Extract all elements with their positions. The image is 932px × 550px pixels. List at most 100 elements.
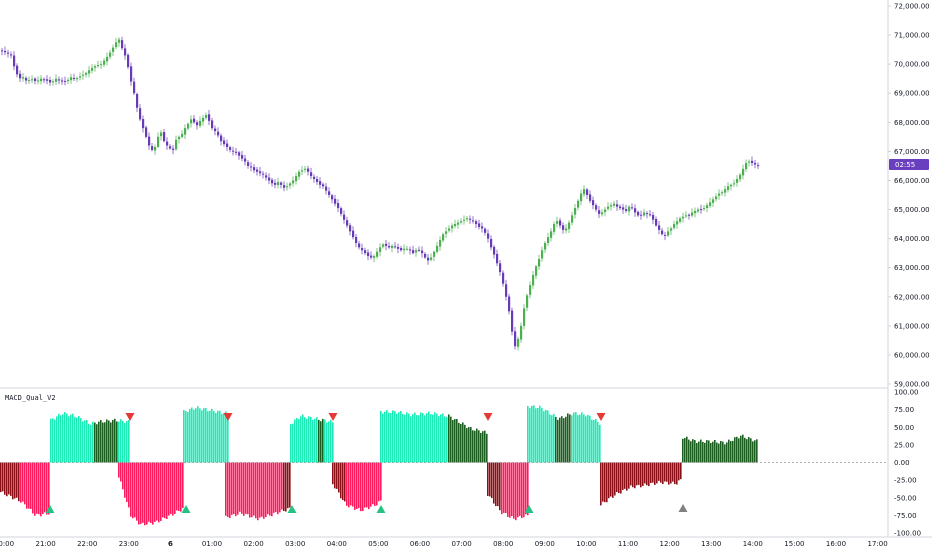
candle-body — [721, 192, 724, 194]
histogram-series — [0, 405, 758, 526]
candle-body — [649, 214, 652, 216]
candle-body — [538, 258, 541, 267]
histogram-bar — [521, 462, 523, 519]
histogram-bar — [519, 462, 521, 516]
candle-body — [445, 231, 448, 234]
candle-body — [685, 215, 688, 217]
candle-body — [574, 208, 577, 215]
price-tick-label: 63,000.00 — [894, 264, 930, 272]
candle-body — [166, 141, 169, 146]
histogram-bar — [624, 462, 626, 489]
histogram-bar — [602, 462, 604, 502]
candle-body — [16, 65, 19, 75]
histogram-bar — [370, 462, 372, 507]
candle-body — [670, 228, 673, 231]
histogram-bar — [249, 462, 251, 518]
histogram-bar — [18, 462, 20, 502]
histogram-bar — [406, 412, 408, 463]
candle-body — [121, 40, 124, 49]
signal-marker-up — [45, 505, 55, 513]
histogram-bar — [543, 411, 545, 463]
histogram-bar — [493, 462, 495, 504]
histogram-bar — [44, 462, 46, 513]
candle-body — [130, 66, 133, 82]
candle-body — [724, 189, 727, 193]
histogram-bar — [372, 462, 374, 505]
histogram-bar — [312, 419, 314, 463]
histogram-bar — [271, 462, 273, 517]
histogram-bar — [718, 443, 720, 463]
histogram-bar — [187, 412, 189, 463]
histogram-bar — [142, 462, 144, 523]
histogram-bar — [620, 462, 622, 494]
candle-body — [238, 152, 241, 156]
candle-body — [619, 206, 622, 209]
histogram-bar — [559, 417, 561, 463]
histogram-bar — [78, 415, 80, 463]
histogram-bar — [108, 420, 110, 463]
histogram-bar — [672, 462, 674, 482]
histogram-bar — [736, 436, 738, 463]
histogram-bar — [290, 424, 292, 463]
histogram-bar — [94, 422, 96, 463]
histogram-bar — [294, 419, 296, 463]
histogram-bar — [310, 416, 312, 463]
histogram-bar — [581, 412, 583, 463]
candle-body — [493, 246, 496, 255]
candle-body — [736, 179, 739, 183]
candle-body — [334, 198, 337, 204]
candle-body — [43, 79, 46, 81]
signal-marker-down — [483, 413, 493, 421]
candle-body — [118, 39, 121, 43]
histogram-bar — [60, 415, 62, 463]
histogram-bar — [235, 462, 237, 517]
candle-body — [676, 221, 679, 225]
histogram-bar — [585, 416, 587, 463]
time-tick-label: 04:00 — [327, 540, 347, 548]
candle-body — [13, 55, 16, 67]
histogram-bar — [332, 462, 334, 485]
histogram-bar — [458, 422, 460, 463]
candle-body — [115, 42, 118, 48]
candle-body — [568, 222, 571, 230]
histogram-bar — [630, 462, 632, 486]
histogram-bar — [10, 462, 12, 496]
histogram-bar — [30, 462, 32, 509]
macd-tick-label: 75.00 — [894, 406, 914, 414]
candle-body — [97, 65, 100, 67]
candle-body — [700, 209, 703, 211]
histogram-bar — [332, 422, 334, 463]
histogram-bar — [225, 411, 227, 463]
histogram-bar — [704, 442, 706, 463]
histogram-bar — [533, 405, 535, 463]
candle-body — [409, 249, 412, 251]
histogram-bar — [702, 441, 704, 463]
candle-body — [301, 170, 304, 172]
histogram-bar — [746, 439, 748, 463]
histogram-bar — [700, 439, 702, 463]
candle-body — [52, 81, 55, 83]
histogram-bar — [376, 462, 378, 506]
candle-body — [61, 80, 64, 82]
histogram-bar — [486, 433, 488, 463]
candle-body — [652, 214, 655, 220]
candle-body — [268, 177, 271, 181]
histogram-bar — [245, 462, 247, 514]
candle-body — [469, 218, 472, 220]
histogram-bar — [354, 462, 356, 510]
signal-marker-down — [596, 413, 606, 421]
candle-body — [220, 135, 223, 142]
histogram-bar — [366, 462, 368, 508]
candle-body — [139, 108, 142, 120]
histogram-bar — [68, 416, 70, 463]
histogram-bar — [658, 462, 660, 481]
candle-body — [10, 54, 13, 56]
histogram-bar — [275, 462, 277, 513]
price-tick-label: 66,000.00 — [894, 177, 930, 185]
candle-body — [475, 221, 478, 225]
histogram-bar — [285, 462, 287, 512]
histogram-bar — [571, 415, 573, 463]
candle-body — [379, 247, 382, 252]
histogram-bar — [126, 462, 128, 502]
